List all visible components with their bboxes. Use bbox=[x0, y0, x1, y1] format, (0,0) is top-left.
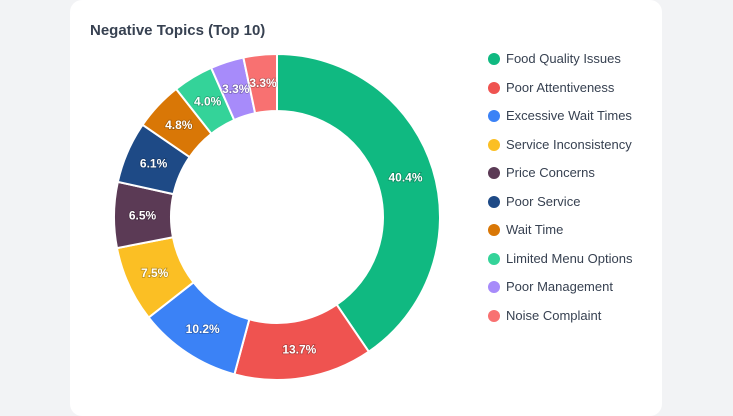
legend-label: Poor Service bbox=[506, 193, 581, 209]
legend-swatch-icon bbox=[488, 224, 500, 236]
legend-swatch-icon bbox=[488, 309, 500, 322]
legend-swatch-icon bbox=[488, 81, 500, 94]
legend-label: Poor Management bbox=[506, 279, 613, 294]
donut-slice-labels: 40.4%13.7%10.2%7.5%6.5%6.1%4.8%4.0%3.3% 3… bbox=[128, 75, 424, 357]
slice-label-9: 3.3% bbox=[222, 82, 250, 96]
chart-legend: Food Quality Issues Poor Attentiveness Exc… bbox=[488, 51, 632, 336]
legend-swatch-icon bbox=[488, 252, 500, 265]
legend-item[interactable]: Wait Time bbox=[488, 222, 632, 251]
slice-label-7: 4.8% bbox=[165, 118, 193, 132]
legend-item[interactable]: Food Quality Issues bbox=[488, 51, 632, 80]
donut-slice-10[interactable] bbox=[242, 52, 278, 115]
slice-label-5: 6.5% bbox=[129, 208, 157, 222]
legend-label: Wait Time bbox=[506, 222, 564, 237]
legend-label: Food Quality Issues bbox=[506, 51, 621, 66]
donut-chart: 40.4%13.7%10.2%7.5%6.5%6.1%4.8%4.0%3.3% 3… bbox=[113, 52, 441, 381]
chart-title: Negative Topics (Top 10) bbox=[90, 22, 266, 39]
slice-label-4: 7.5% bbox=[141, 266, 169, 280]
legend-label: Noise Complaint bbox=[506, 307, 602, 323]
legend-swatch-icon bbox=[488, 110, 500, 122]
slice-label-2: 13.7% bbox=[282, 343, 316, 357]
legend-swatch-icon bbox=[488, 138, 500, 151]
legend-item[interactable]: Noise Complaint bbox=[488, 308, 632, 337]
legend-swatch-icon bbox=[488, 167, 500, 179]
slice-label-8: 4.0% bbox=[194, 95, 222, 109]
legend-item[interactable]: Price Concerns bbox=[488, 165, 632, 194]
legend-item[interactable]: Excessive Wait Times bbox=[488, 108, 632, 137]
legend-item[interactable]: Poor Service bbox=[488, 194, 632, 223]
legend-item[interactable]: Limited Menu Options bbox=[488, 251, 632, 280]
legend-item[interactable]: Poor Management bbox=[488, 279, 632, 308]
legend-label: Poor Attentiveness bbox=[506, 79, 615, 95]
legend-item[interactable]: Poor Attentiveness bbox=[488, 80, 632, 109]
legend-swatch-icon bbox=[488, 281, 500, 293]
slice-label-3: 10.2% bbox=[186, 322, 220, 336]
legend-swatch-icon bbox=[488, 195, 500, 208]
donut-slice-1[interactable] bbox=[276, 52, 441, 354]
legend-label: Service Inconsistency bbox=[506, 136, 632, 152]
legend-label: Limited Menu Options bbox=[506, 250, 633, 266]
legend-label: Excessive Wait Times bbox=[506, 108, 632, 123]
donut-slices bbox=[113, 52, 441, 381]
legend-item[interactable]: Service Inconsistency bbox=[488, 137, 632, 166]
legend-label: Price Concerns bbox=[506, 165, 595, 180]
chart-card: Negative Topics (Top 10) 40.4% 13.7% 10.2%… bbox=[70, 0, 662, 416]
slice-label-10: 3.3% bbox=[249, 76, 277, 90]
legend-swatch-icon bbox=[488, 53, 500, 65]
slice-label-6: 6.1% bbox=[140, 156, 168, 170]
slice-label-1: 40.4% bbox=[389, 170, 423, 184]
